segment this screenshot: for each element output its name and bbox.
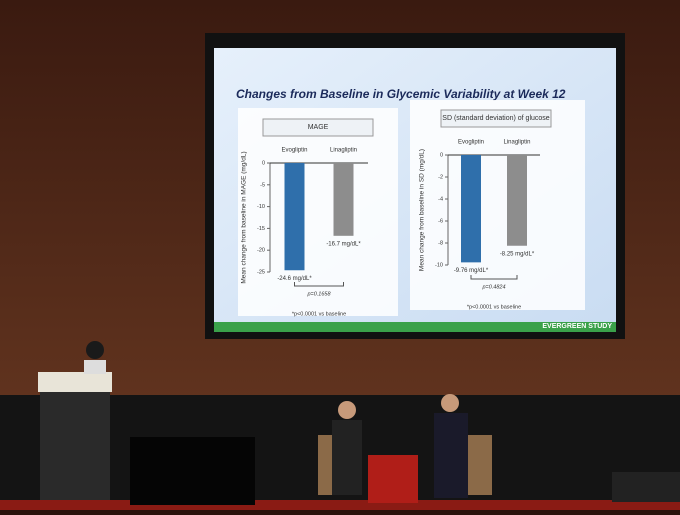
chart-title-box	[262, 118, 374, 137]
y-tick-label: -10	[435, 262, 443, 268]
slide-footer-bar	[214, 322, 616, 332]
x-tick-label: Evogliptin	[458, 140, 484, 146]
bar	[284, 163, 305, 271]
y-tick-label: 0	[262, 160, 265, 166]
y-tick-label: -25	[257, 269, 265, 275]
y-tick-label: -8	[438, 240, 443, 246]
footnote: *p<0.0001 vs baseline	[467, 304, 521, 310]
table	[368, 455, 418, 503]
value-label: -9.76 mg/dL*	[454, 268, 489, 274]
bracket	[470, 275, 518, 280]
speaker	[86, 341, 104, 359]
x-tick-label: Linagliptin	[330, 148, 357, 154]
y-tick-label: -15	[257, 226, 265, 232]
panelist	[332, 420, 362, 495]
slide-title: Changes from Baseline in Glycemic Variab…	[236, 87, 566, 101]
y-tick-label: -20	[257, 248, 265, 254]
annotation: p=0.1658	[306, 291, 331, 297]
panel	[238, 108, 398, 316]
chart-title: MAGE	[308, 124, 329, 131]
panelist	[434, 413, 468, 498]
y-axis-label: Mean change from baseline in SD (mg/dL)	[419, 149, 426, 271]
footnote: *p<0.0001 vs baseline	[292, 311, 346, 317]
speaker	[84, 360, 106, 374]
bar	[333, 163, 354, 236]
chart-title-box	[440, 109, 552, 128]
y-tick-label: -4	[438, 196, 443, 202]
value-label: -24.6 mg/dL*	[277, 276, 312, 282]
panel	[410, 100, 585, 310]
x-tick-label: Linagliptin	[503, 140, 530, 146]
value-label: -16.7 mg/dL*	[326, 241, 361, 247]
y-tick-label: -2	[438, 174, 443, 180]
bar	[507, 155, 527, 246]
speaker-box	[612, 472, 680, 502]
monitor	[130, 437, 255, 505]
slide-footer: EVERGREEN STUDY	[542, 323, 612, 330]
y-tick-label: -6	[438, 218, 443, 224]
annotation: p=0.4824	[481, 284, 505, 290]
value-label: -8.25 mg/dL*	[500, 251, 535, 257]
charts: MAGE Mean change from baseline in MAGE (m…	[241, 109, 552, 317]
y-tick-label: -5	[260, 182, 265, 188]
chart-title: SD (standard deviation) of glucose	[442, 115, 549, 122]
podium	[40, 372, 110, 500]
podium-sign	[38, 372, 112, 392]
y-tick-label: 0	[440, 152, 443, 158]
bracket	[294, 282, 344, 287]
stage-floor	[0, 500, 680, 510]
bar	[461, 155, 481, 263]
panelist	[441, 394, 459, 412]
x-tick-label: Evogliptin	[281, 148, 307, 154]
y-tick-label: -10	[257, 204, 265, 210]
y-axis-label: Mean change from baseline in MAGE (mg/dL…	[241, 151, 248, 283]
panelist	[338, 401, 356, 419]
